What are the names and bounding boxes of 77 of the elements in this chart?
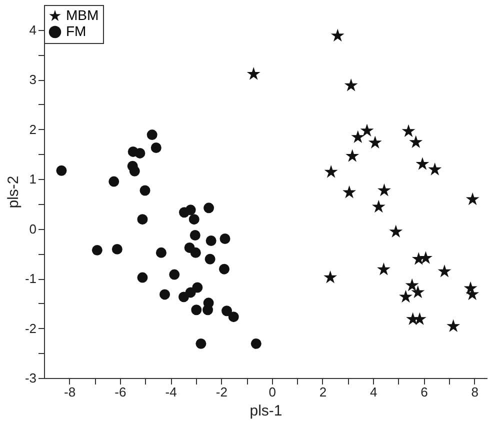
point — [409, 135, 423, 148]
x-tick-label: 2 — [319, 384, 327, 400]
point — [411, 285, 425, 298]
point — [56, 165, 67, 176]
y-tick-label: -2 — [24, 320, 36, 336]
point — [346, 149, 360, 162]
point — [351, 130, 365, 144]
point — [428, 162, 442, 176]
point — [92, 244, 102, 256]
point — [169, 269, 180, 280]
point — [188, 214, 200, 225]
x-tick-label: -4 — [165, 384, 177, 400]
y-tick-label: -1 — [24, 271, 36, 286]
point — [222, 306, 232, 316]
point — [150, 142, 162, 153]
point — [402, 124, 416, 138]
legend-label: FM — [66, 23, 86, 39]
point — [446, 319, 460, 332]
point — [140, 185, 150, 196]
x-tick-label: 0 — [268, 384, 276, 400]
point — [330, 28, 344, 42]
point — [378, 183, 391, 196]
y-tick-label: 4 — [29, 22, 36, 38]
point — [204, 254, 216, 264]
point — [228, 312, 239, 322]
y-tick-label: 0 — [29, 221, 36, 236]
point — [204, 202, 214, 214]
legend-label: MBM — [66, 7, 99, 23]
point — [412, 312, 426, 326]
point — [190, 247, 201, 258]
point — [372, 200, 386, 213]
point — [416, 157, 430, 170]
x-tick-label: -8 — [64, 384, 76, 400]
point — [112, 244, 122, 254]
point — [108, 176, 120, 187]
point — [160, 289, 170, 300]
point — [389, 224, 403, 238]
point — [137, 272, 148, 283]
point — [246, 67, 260, 80]
point — [134, 148, 146, 158]
point — [324, 165, 338, 178]
point — [324, 270, 338, 284]
point — [399, 290, 412, 303]
y-axis-title: pls-2 — [4, 176, 22, 208]
point — [185, 204, 196, 216]
y-tick-label: 2 — [29, 122, 36, 137]
point — [220, 234, 230, 244]
point — [206, 236, 216, 246]
point — [129, 166, 140, 176]
point — [405, 278, 419, 292]
point — [250, 338, 262, 349]
x-tick-label: -2 — [216, 384, 228, 400]
point — [202, 304, 214, 316]
point — [218, 264, 230, 274]
point — [191, 304, 202, 316]
point — [376, 262, 390, 276]
x-tick-label: 4 — [370, 384, 378, 400]
point — [360, 124, 374, 137]
x-axis-title: pls-1 — [250, 402, 282, 420]
y-tick-label: -3 — [24, 370, 36, 386]
point — [190, 230, 200, 240]
point — [156, 247, 166, 258]
point — [342, 185, 356, 198]
point — [192, 282, 203, 293]
point — [368, 136, 382, 148]
x-tick-label: 8 — [471, 384, 478, 400]
x-tick-label: 6 — [420, 384, 428, 400]
point — [344, 78, 358, 92]
point — [419, 251, 432, 264]
y-tick-label: 3 — [29, 72, 36, 88]
point — [137, 214, 148, 225]
y-tick-label: 1 — [29, 172, 36, 187]
x-tick-label: -6 — [114, 384, 126, 400]
point — [146, 130, 158, 140]
point — [196, 338, 206, 349]
point — [438, 264, 452, 278]
point — [466, 192, 480, 206]
